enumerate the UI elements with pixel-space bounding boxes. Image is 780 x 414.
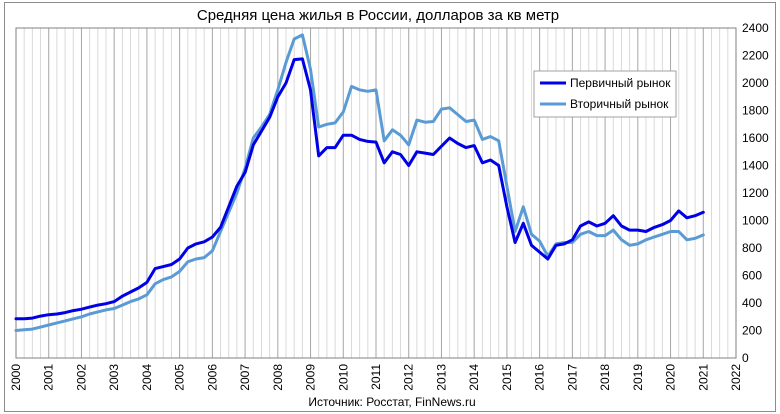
source-note: Источник: Росстат, FinNews.ru — [308, 395, 475, 409]
y-tick-label: 200 — [742, 324, 762, 338]
x-tick-label: 2006 — [205, 364, 219, 391]
x-tick-label: 2019 — [631, 364, 645, 391]
x-tick-label: 2000 — [9, 364, 23, 391]
x-tick-label: 2021 — [696, 364, 710, 391]
chart-frame — [4, 2, 776, 412]
series-line-secondary — [14, 33, 705, 332]
y-tick-label: 1000 — [742, 214, 769, 228]
chart-title: Средняя цена жилья в России, долларов за… — [197, 7, 559, 24]
x-tick-label: 2010 — [336, 364, 350, 391]
x-tick-label: 2001 — [42, 364, 56, 391]
series-line-primary — [14, 57, 705, 321]
y-tick-label: 600 — [742, 269, 762, 283]
x-axis-ticks: 2000 2001 2002 2003 2004 2005 2006 2007 2008 2009… — [9, 364, 743, 391]
y-tick-label: 2400 — [742, 21, 769, 35]
y-tick-label: 1200 — [742, 186, 769, 200]
x-tick-label: 2009 — [304, 364, 318, 391]
y-tick-label: 1400 — [742, 159, 769, 173]
x-tick-label: 2002 — [75, 364, 89, 391]
x-tick-label: 2012 — [402, 364, 416, 391]
x-tick-label: 2005 — [173, 364, 187, 391]
y-tick-label: 1800 — [742, 104, 769, 118]
x-tick-label: 2004 — [140, 364, 154, 391]
x-tick-label: 2016 — [533, 364, 547, 391]
x-tick-label: 2007 — [238, 364, 252, 391]
y-tick-label: 1600 — [742, 131, 769, 145]
series-layer — [14, 33, 705, 332]
y-tick-label: 400 — [742, 296, 762, 310]
x-tick-label: 2017 — [565, 364, 579, 391]
y-tick-label: 800 — [742, 241, 762, 255]
x-tick-label: 2022 — [729, 364, 743, 391]
x-tick-label: 2011 — [369, 364, 383, 390]
x-tick-label: 2020 — [664, 364, 678, 391]
x-tick-label: 2013 — [435, 364, 449, 391]
legend-label-primary: Первичный рынок — [570, 76, 671, 90]
y-axis-ticks: 0 200 400 600 800 1000 1200 1400 1600 1800 2000 220… — [742, 21, 769, 365]
x-tick-label: 2008 — [271, 364, 285, 391]
legend-box — [533, 70, 677, 118]
x-tick-label: 2015 — [500, 364, 514, 391]
y-tick-label: 2200 — [742, 49, 769, 63]
y-tick-label: 2000 — [742, 76, 769, 90]
y-tick-label: 0 — [742, 351, 749, 365]
legend-label-secondary: Вторичный рынок — [570, 97, 669, 111]
legend: Первичный рынок Вторичный рынок — [533, 70, 677, 118]
x-tick-label: 2003 — [107, 364, 121, 391]
x-tick-label: 2014 — [467, 364, 481, 391]
plot-area — [15, 27, 737, 359]
x-tick-label: 2018 — [598, 364, 612, 391]
